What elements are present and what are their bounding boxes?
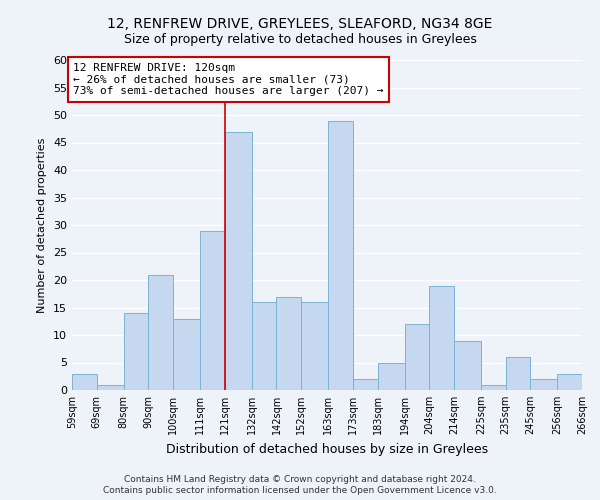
Bar <box>124 313 148 390</box>
Y-axis label: Number of detached properties: Number of detached properties <box>37 138 47 312</box>
Bar <box>328 120 353 390</box>
Text: 12 RENFREW DRIVE: 120sqm
← 26% of detached houses are smaller (73)
73% of semi-d: 12 RENFREW DRIVE: 120sqm ← 26% of detach… <box>73 62 384 96</box>
Bar <box>277 296 301 390</box>
Bar <box>252 302 277 390</box>
Bar <box>225 132 252 390</box>
Text: Contains public sector information licensed under the Open Government Licence v3: Contains public sector information licen… <box>103 486 497 495</box>
Bar <box>530 379 557 390</box>
Bar <box>377 362 404 390</box>
Bar <box>454 340 481 390</box>
Bar <box>173 318 200 390</box>
Bar <box>200 230 225 390</box>
Bar <box>506 357 530 390</box>
Bar <box>148 274 173 390</box>
Text: Size of property relative to detached houses in Greylees: Size of property relative to detached ho… <box>124 32 476 46</box>
Bar <box>97 384 124 390</box>
Bar <box>72 374 97 390</box>
X-axis label: Distribution of detached houses by size in Greylees: Distribution of detached houses by size … <box>166 442 488 456</box>
Bar <box>404 324 429 390</box>
Bar <box>353 379 377 390</box>
Bar <box>429 286 454 390</box>
Text: Contains HM Land Registry data © Crown copyright and database right 2024.: Contains HM Land Registry data © Crown c… <box>124 475 476 484</box>
Text: 12, RENFREW DRIVE, GREYLEES, SLEAFORD, NG34 8GE: 12, RENFREW DRIVE, GREYLEES, SLEAFORD, N… <box>107 18 493 32</box>
Bar <box>481 384 506 390</box>
Bar <box>557 374 582 390</box>
Bar <box>301 302 328 390</box>
